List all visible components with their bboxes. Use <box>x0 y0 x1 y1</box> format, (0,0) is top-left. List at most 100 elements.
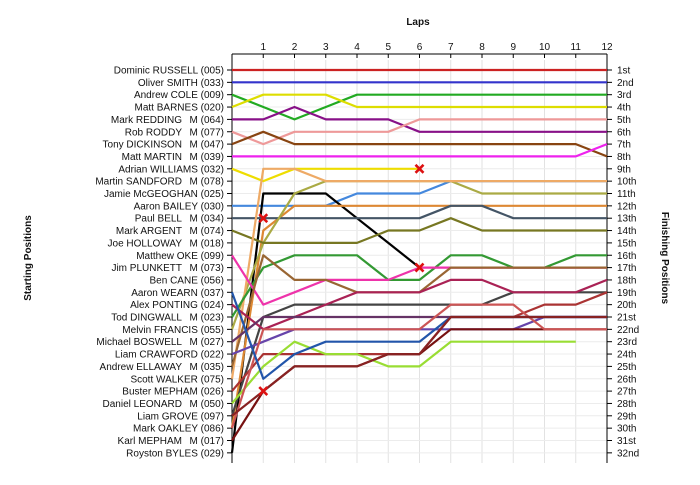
finishing-position-label: 4th <box>617 103 631 114</box>
finishing-position-label: 19th <box>617 288 636 299</box>
finishing-position-label: 16th <box>617 251 636 262</box>
driver-name-label: Andrew ELLAWAY <box>100 362 183 373</box>
x-tick-label: 1 <box>260 42 266 53</box>
finishing-position-label: 8th <box>617 152 631 163</box>
series-line <box>231 93 607 121</box>
driver-number-label: M (050) <box>190 399 224 410</box>
retirement-markers <box>258 163 425 397</box>
series-line <box>230 303 607 429</box>
x-tick-label: 4 <box>354 42 360 53</box>
driver-name-label: Matt MARTIN <box>122 152 182 163</box>
retirement-x-marker <box>258 213 269 224</box>
driver-name-label: Royston BYLES (029) <box>126 448 224 459</box>
finishing-position-label: 10th <box>617 177 636 188</box>
finishing-position-label: 18th <box>617 275 636 286</box>
x-tick-label: 8 <box>479 42 485 53</box>
finishing-position-label: 31st <box>617 436 636 447</box>
driver-number-label: M (039) <box>190 152 224 163</box>
driver-name-label: Adrian WILLIAMS (032) <box>118 164 224 175</box>
x-tick-label: 11 <box>571 42 582 53</box>
driver-number-label: M (074) <box>190 226 224 237</box>
finishing-position-label: 25th <box>617 362 636 373</box>
driver-name-label: Rob RODDY <box>125 127 183 138</box>
x-tick-label: 2 <box>292 42 298 53</box>
driver-name-label: Scott WALKER (075) <box>130 374 224 385</box>
finishing-position-label: 17th <box>617 263 636 274</box>
series-line <box>231 130 608 158</box>
driver-name-label: Matt BARNES (020) <box>135 103 224 114</box>
driver-number-label: M (064) <box>190 115 224 126</box>
driver-number-label: M (023) <box>190 313 224 324</box>
finishing-position-label: 1st <box>617 66 631 77</box>
driver-name-label: Aaron WEARN (037) <box>131 288 224 299</box>
driver-name-label: Mark OAKLEY (086) <box>133 424 224 435</box>
finishing-position-label: 3rd <box>617 90 631 101</box>
driver-number-label: M (047) <box>190 140 224 151</box>
finishing-position-label: 27th <box>617 387 636 398</box>
series-line <box>232 143 608 158</box>
series-line <box>232 105 607 133</box>
finishing-position-label: 24th <box>617 350 636 361</box>
driver-name-label: Mark ARGENT <box>116 226 182 237</box>
finishing-position-label: 14th <box>617 226 636 237</box>
driver-name-label: Liam CRAWFORD (022) <box>115 350 224 361</box>
series-line <box>231 167 420 183</box>
series-line <box>230 192 421 453</box>
driver-number-label: M (034) <box>190 214 224 225</box>
x-tick-label: 6 <box>417 42 423 53</box>
driver-name-label: Daniel LEONARD <box>103 399 182 410</box>
series-line <box>230 167 607 379</box>
driver-name-label: Joe HOLLOWAY <box>108 238 183 249</box>
series-line <box>230 204 607 429</box>
x-axis-title: Laps <box>406 17 430 28</box>
finishing-position-label: 13th <box>617 214 636 225</box>
retirement-x-stroke <box>414 163 425 174</box>
driver-name-label: Jamie McGEOGHAN (025) <box>104 189 224 200</box>
finishing-position-label: 21st <box>617 313 636 324</box>
driver-number-label: M (078) <box>190 177 224 188</box>
driver-name-label: Tony DICKINSON <box>103 140 182 151</box>
series-line <box>231 340 576 405</box>
driver-number-label: M (077) <box>190 127 224 138</box>
series-line <box>231 315 607 417</box>
x-tick-label: 3 <box>323 42 329 53</box>
driver-name-label: Andrew COLE (009) <box>134 90 224 101</box>
driver-name-label: Melvin FRANCIS (055) <box>122 325 224 336</box>
driver-name-label: Ben CANE (056) <box>150 275 224 286</box>
x-tick-label: 9 <box>510 42 516 53</box>
driver-name-label: Paul BELL <box>135 214 183 225</box>
driver-number-label: M (073) <box>190 263 224 274</box>
driver-name-label: Matthew OKE (099) <box>136 251 224 262</box>
driver-name-label: Buster MEPHAM (026) <box>122 387 224 398</box>
finishing-position-label: 23rd <box>617 337 637 348</box>
x-tick-label: 5 <box>385 42 391 53</box>
x-tick-label: 7 <box>448 42 454 53</box>
driver-name-label: Tod DINGWALL <box>111 313 182 324</box>
retirement-x-marker <box>258 386 269 397</box>
driver-number-label: M (017) <box>190 436 224 447</box>
y-axis-title-left: Starting Positions <box>23 215 34 301</box>
retirement-x-marker <box>414 163 425 174</box>
finishing-position-label: 2nd <box>617 78 634 89</box>
finishing-position-label: 29th <box>617 411 636 422</box>
driver-name-label: Martin SANDFORD <box>95 177 182 188</box>
finishing-position-label: 22nd <box>617 325 639 336</box>
driver-name-label: Oliver SMITH (033) <box>138 78 224 89</box>
driver-name-label: Michael BOSWELL <box>96 337 182 348</box>
finishing-position-label: 7th <box>617 140 631 151</box>
driver-name-label: Aaron BAILEY (030) <box>134 201 224 212</box>
finishing-position-label: 11th <box>617 189 636 200</box>
driver-number-label: M (035) <box>190 362 224 373</box>
finishing-position-label: 28th <box>617 399 636 410</box>
axes <box>227 53 612 463</box>
finishing-position-label: 26th <box>617 374 636 385</box>
x-tick-label: 10 <box>539 42 551 53</box>
x-tick-label: 12 <box>601 42 613 53</box>
series-line <box>231 217 607 244</box>
driver-name-label: Alex PONTING (024) <box>130 300 224 311</box>
finishing-position-label: 5th <box>617 115 631 126</box>
finishing-position-label: 9th <box>617 164 631 175</box>
series-line <box>231 93 607 109</box>
